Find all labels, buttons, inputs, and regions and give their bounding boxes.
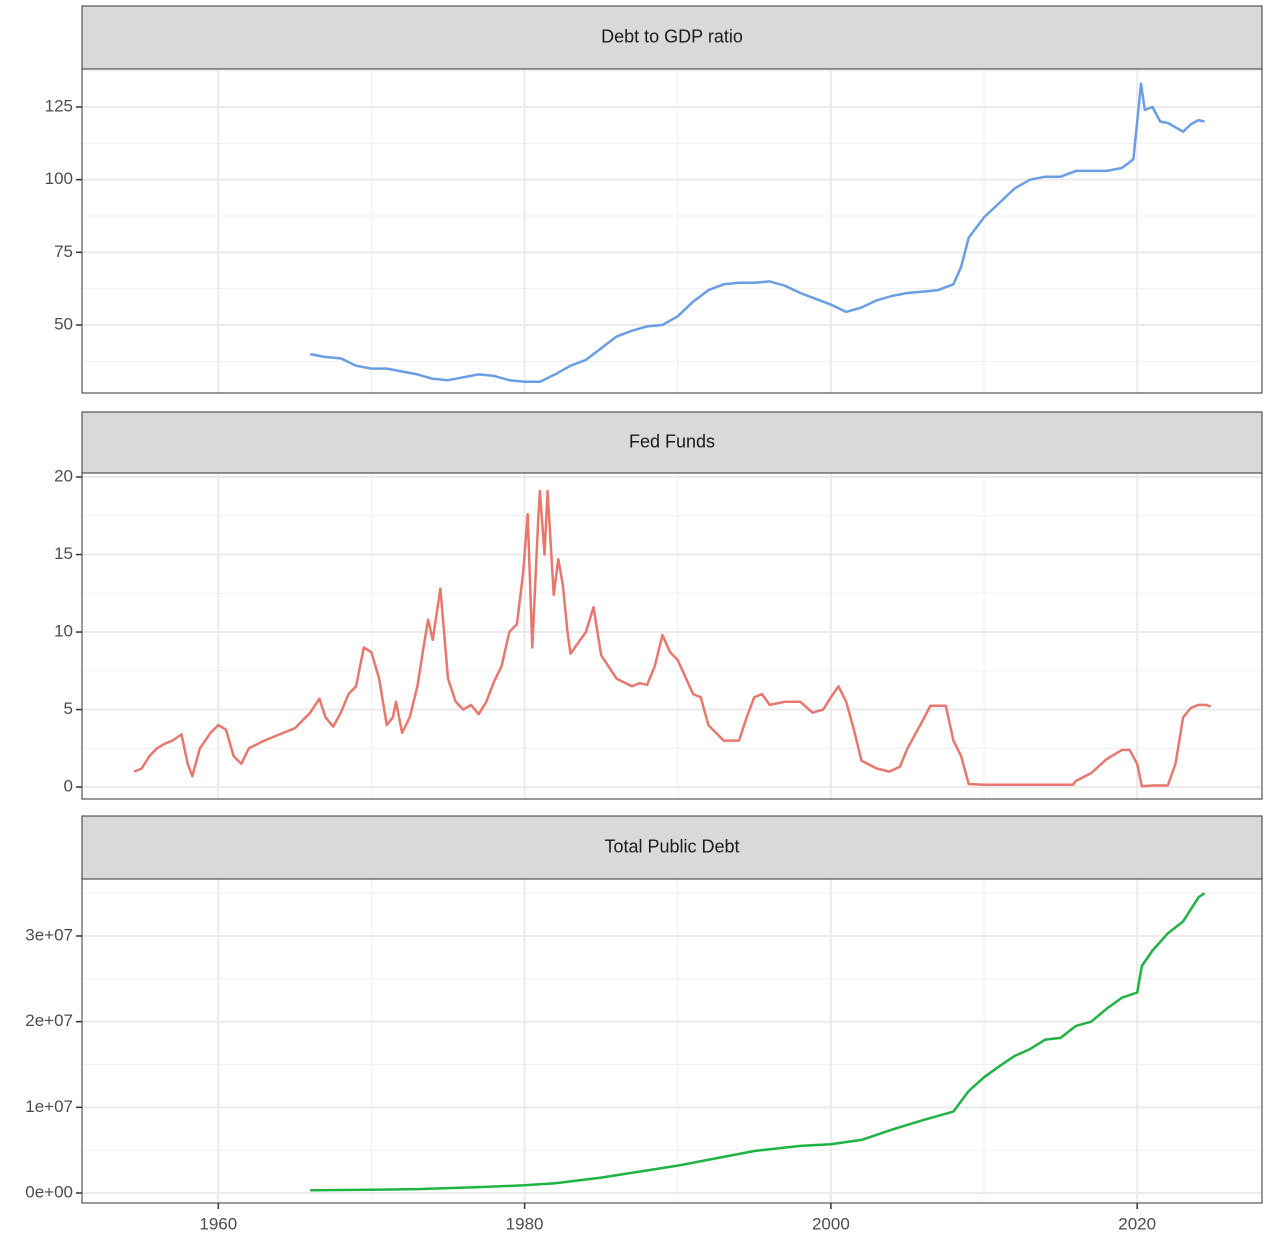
panel <box>82 473 1262 799</box>
strip-title: Fed Funds <box>629 431 715 451</box>
y-tick-label: 125 <box>45 96 73 115</box>
y-tick-label: 0e+00 <box>25 1182 73 1201</box>
y-tick-label: 0 <box>64 777 73 796</box>
panel-border <box>81 68 1263 394</box>
panel-border <box>81 472 1263 800</box>
y-tick-label: 15 <box>54 544 73 563</box>
y-tick-label: 20 <box>54 467 73 486</box>
line <box>310 892 1206 1192</box>
x-tick-label: 2000 <box>812 1214 850 1233</box>
y-tick-label: 75 <box>54 242 73 261</box>
panel <box>82 69 1262 393</box>
y-tick-label: 100 <box>45 169 73 188</box>
y-tick-label: 10 <box>54 622 73 641</box>
strip-title: Debt to GDP ratio <box>601 26 743 46</box>
x-tick-label: 2020 <box>1118 1214 1156 1233</box>
x-tick-label: 1960 <box>199 1214 237 1233</box>
strip <box>81 815 1263 880</box>
x-tick-label: 1980 <box>506 1214 544 1233</box>
y-tick-label: 50 <box>54 314 73 333</box>
panel-border <box>81 878 1263 1204</box>
y-tick-label: 1e+07 <box>25 1097 73 1116</box>
strip <box>81 5 1263 70</box>
strip-title: Total Public Debt <box>604 836 739 856</box>
y-tick-label: 2e+07 <box>25 1011 73 1030</box>
strip <box>81 411 1263 474</box>
line <box>309 82 1205 383</box>
y-tick-label: 3e+07 <box>25 925 73 944</box>
line <box>133 489 1212 788</box>
y-tick-label: 5 <box>64 699 73 718</box>
panel <box>82 879 1262 1203</box>
